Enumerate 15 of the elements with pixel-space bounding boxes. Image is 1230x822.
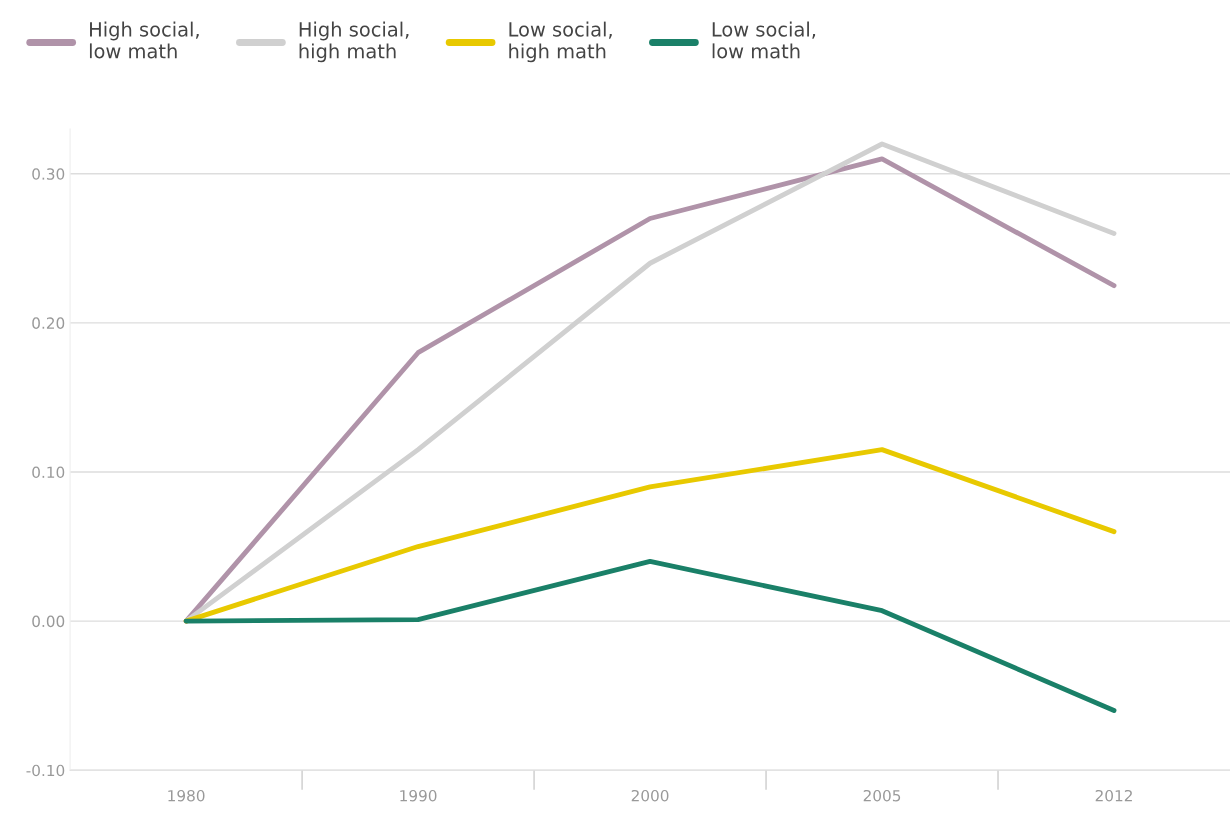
- y-tick-label: 0.00: [32, 615, 65, 628]
- legend-label: High social, high math: [299, 21, 409, 63]
- line-series: [183, 559, 1117, 713]
- y-tick-label: -0.10: [26, 764, 65, 777]
- y-tick-label: 0.10: [32, 466, 65, 479]
- x-tick-label: 2012: [1095, 789, 1132, 802]
- x-tick-label: 2000: [631, 789, 669, 802]
- y-tick-label: 0.30: [32, 168, 65, 180]
- x-tick-label: 1990: [400, 789, 437, 802]
- x-tick-label: 2005: [863, 789, 901, 802]
- legend-label: Low social, low math: [712, 21, 816, 59]
- legend-label: High social, low math: [89, 21, 199, 59]
- legend-label: Low social, high math: [509, 21, 612, 63]
- y-tick-label: 0.20: [32, 317, 65, 329]
- x-tick-label: 1980: [168, 789, 205, 802]
